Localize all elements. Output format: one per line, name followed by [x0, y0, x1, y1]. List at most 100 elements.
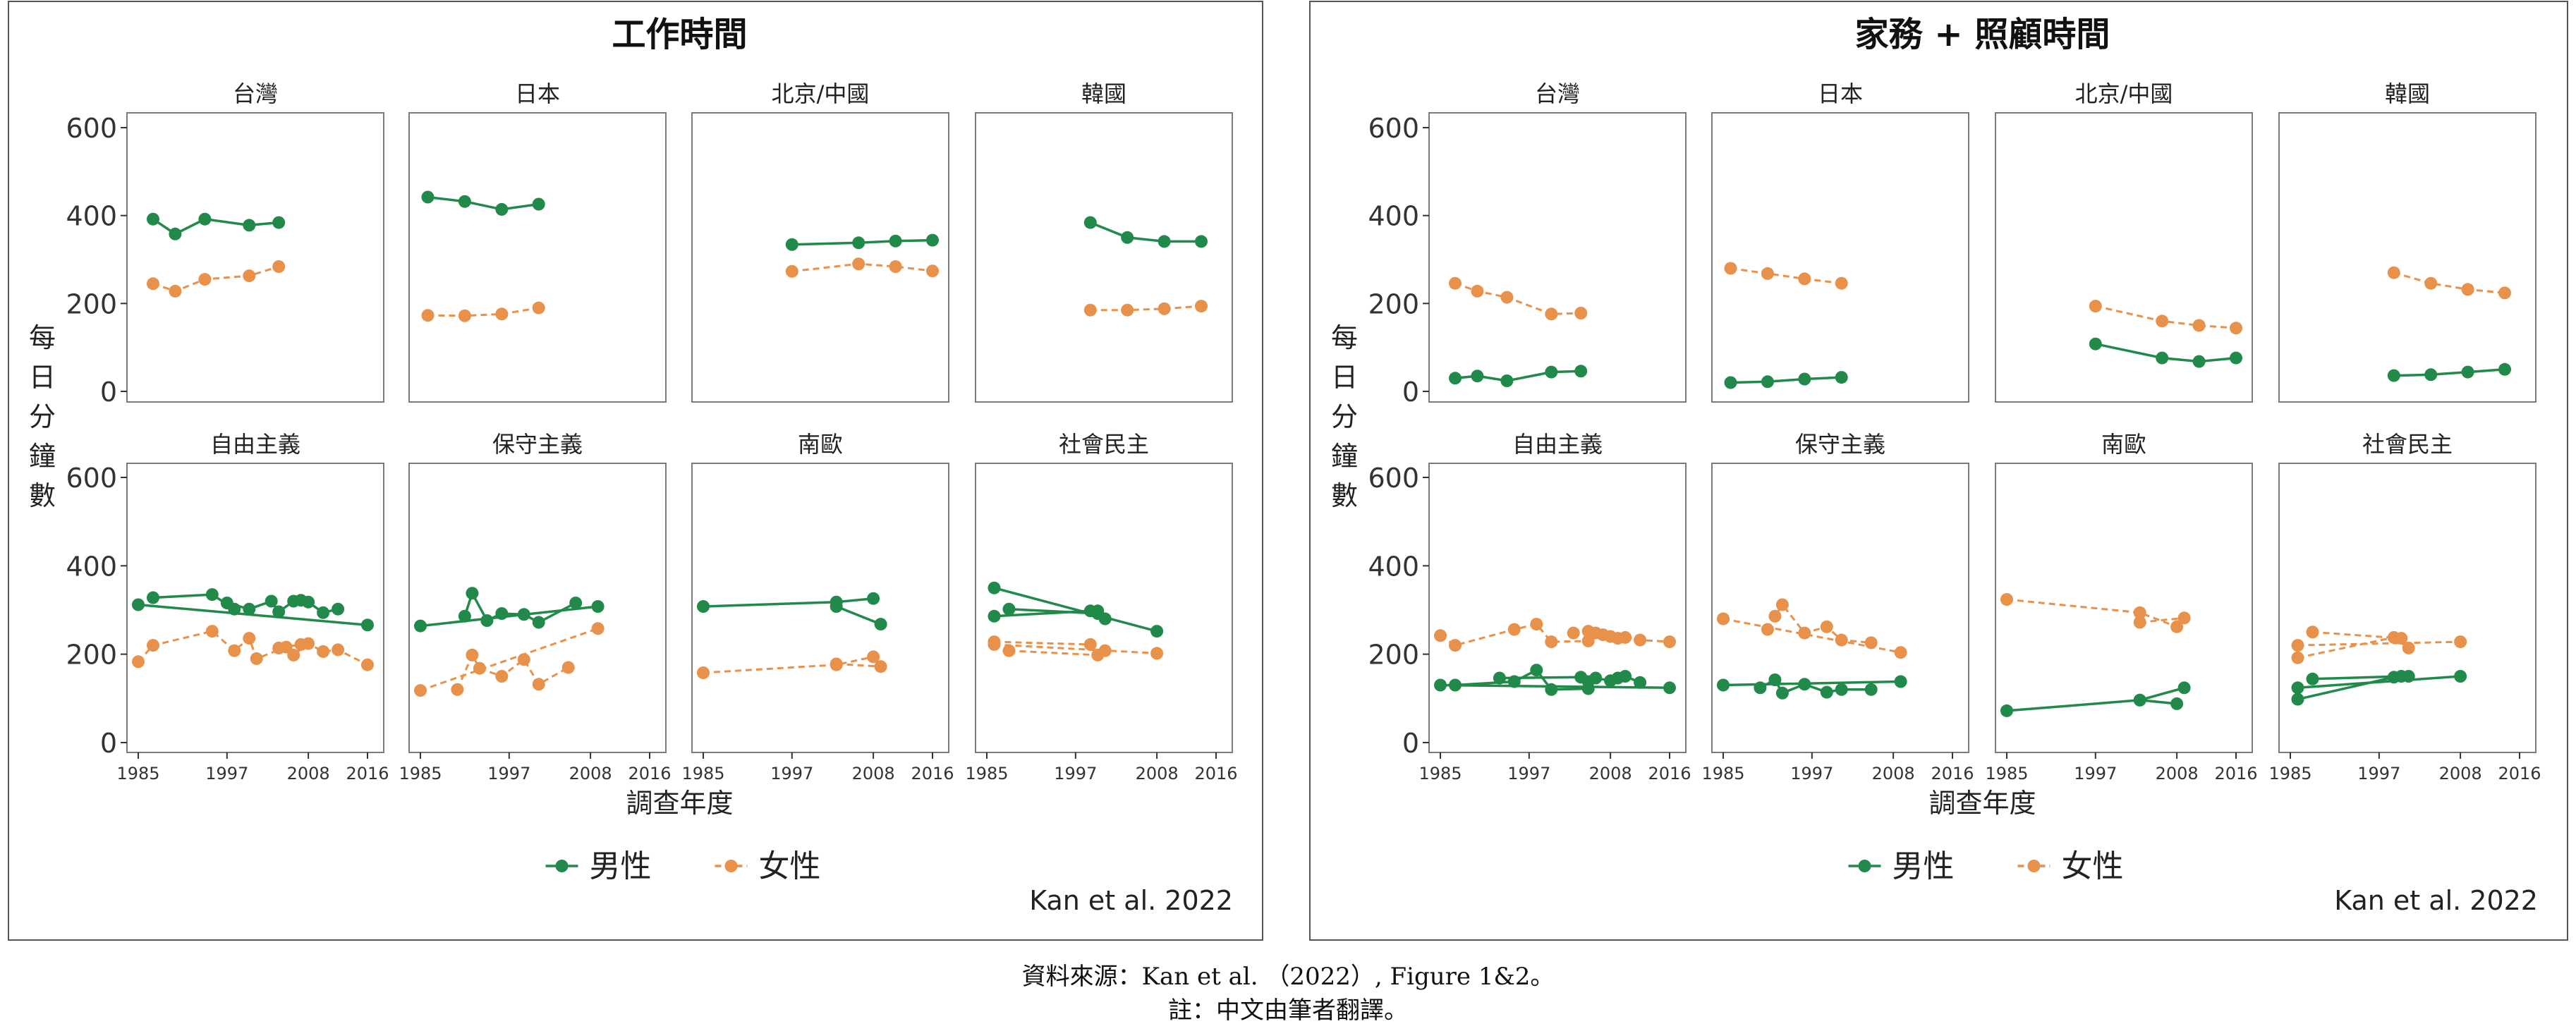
- male-line: [2297, 675, 2461, 690]
- x-tick-label: 2008: [569, 764, 612, 783]
- male-point: [243, 219, 256, 232]
- female-point: [2291, 639, 2304, 652]
- translation-note: 註：中文由筆者翻譯。: [1168, 996, 1408, 1025]
- x-tick-label: 2008: [2439, 764, 2482, 783]
- y-tick-label: 600: [1368, 113, 1419, 144]
- female-point: [2133, 616, 2146, 629]
- panel-label: 韓國: [2385, 80, 2430, 107]
- male-point: [1530, 664, 1543, 677]
- female-line: [2006, 598, 2177, 628]
- x-tick-label: 1997: [487, 764, 530, 783]
- male-point: [169, 227, 182, 240]
- legend-female-label: 女性: [759, 848, 821, 884]
- legend-female-label: 女性: [2062, 848, 2124, 884]
- female-point: [2424, 276, 2438, 290]
- female-point: [1820, 620, 1833, 633]
- female-line: [2312, 630, 2402, 640]
- female-line: [1090, 305, 1202, 312]
- y-tick-label: 0: [1402, 377, 1419, 408]
- female-point: [2192, 319, 2206, 332]
- x-tick-label: 1997: [205, 764, 248, 783]
- x-tick-label: 2008: [2156, 764, 2199, 783]
- y-axis-title-char: 分: [29, 401, 56, 432]
- panel-taiwan: 台灣 0 200 400 600: [66, 80, 384, 408]
- male-point: [1150, 625, 1164, 638]
- y-tick-label: 200: [66, 288, 117, 319]
- male-point: [1768, 673, 1782, 686]
- credit-label: Kan et al. 2022: [1029, 885, 1233, 916]
- female-point: [414, 684, 427, 697]
- female-point: [458, 309, 471, 322]
- panel-frame: [1711, 463, 1969, 753]
- series-male: [1724, 371, 1848, 389]
- female-point: [2177, 611, 2191, 625]
- male-point: [1820, 685, 1833, 699]
- female-point: [697, 666, 710, 679]
- male-point: [332, 602, 345, 616]
- female-point: [1150, 647, 1164, 660]
- x-tick-label: 1985: [116, 764, 159, 783]
- male-point: [302, 595, 315, 609]
- series-male: [1083, 216, 1208, 248]
- female-point: [852, 257, 865, 271]
- male-point: [265, 594, 278, 608]
- male-point: [414, 619, 427, 633]
- chart-frame: [1309, 1, 2568, 941]
- x-tick-label: 2016: [346, 764, 389, 783]
- y-tick-label: 400: [66, 551, 117, 582]
- y-axis-title-char: 每: [1331, 322, 1358, 353]
- y-tick-label: 400: [1368, 551, 1419, 582]
- series-female: [2089, 300, 2242, 335]
- panel-label: 自由主義: [210, 431, 300, 458]
- y-axis-title-char: 數: [29, 480, 56, 511]
- x-tick-label: 2008: [1589, 764, 1632, 783]
- female-point: [1434, 629, 1447, 642]
- male-point: [988, 609, 1001, 623]
- panel-frame: [975, 463, 1233, 753]
- female-line: [2095, 305, 2237, 329]
- female-point: [1724, 262, 1737, 275]
- male-point: [591, 600, 604, 613]
- female-point: [243, 269, 256, 283]
- female-point: [132, 655, 145, 669]
- female-point: [1121, 303, 1134, 317]
- female-point: [1717, 612, 1730, 626]
- series-male: [2000, 681, 2191, 717]
- panel-label: 北京/中國: [772, 80, 870, 107]
- female-point: [294, 637, 308, 651]
- x-tick-label: 1985: [1985, 764, 2028, 783]
- male-point: [1121, 231, 1134, 244]
- female-point: [988, 637, 1001, 651]
- series-female: [785, 257, 939, 278]
- female-point: [1545, 307, 1558, 321]
- male-point: [1835, 371, 1848, 384]
- male-point: [532, 197, 545, 211]
- series-male: [147, 212, 286, 240]
- male-point: [1449, 678, 1462, 692]
- male-point: [2395, 670, 2408, 683]
- female-point: [2306, 626, 2319, 639]
- panel-frame: [691, 112, 949, 403]
- x-tick-label: 2016: [2498, 764, 2541, 783]
- x-tick-label: 2008: [1136, 764, 1179, 783]
- y-axis-title-char: 日: [29, 362, 56, 393]
- panel-beijing-china: 北京/中國: [1995, 80, 2253, 403]
- legend-male-label: 男性: [1892, 848, 1955, 884]
- male-point: [466, 587, 479, 600]
- series-female: [1449, 276, 1588, 321]
- panel-label: 保守主義: [1795, 431, 1885, 458]
- series-male: [2089, 337, 2242, 368]
- series-female: [414, 622, 604, 697]
- male-point: [1634, 676, 1647, 689]
- x-tick-label: 1985: [1418, 764, 1462, 783]
- male-point: [1619, 670, 1632, 683]
- male-line: [791, 238, 933, 246]
- female-point: [926, 264, 939, 278]
- panel-liberal: 自由主義 0 200 400 600 1985 1997 2008 2016: [1368, 431, 1691, 783]
- x-axis-title: 調查年度: [1928, 788, 2036, 819]
- series-female: [697, 650, 887, 679]
- male-point: [852, 236, 865, 250]
- male-point: [532, 616, 545, 629]
